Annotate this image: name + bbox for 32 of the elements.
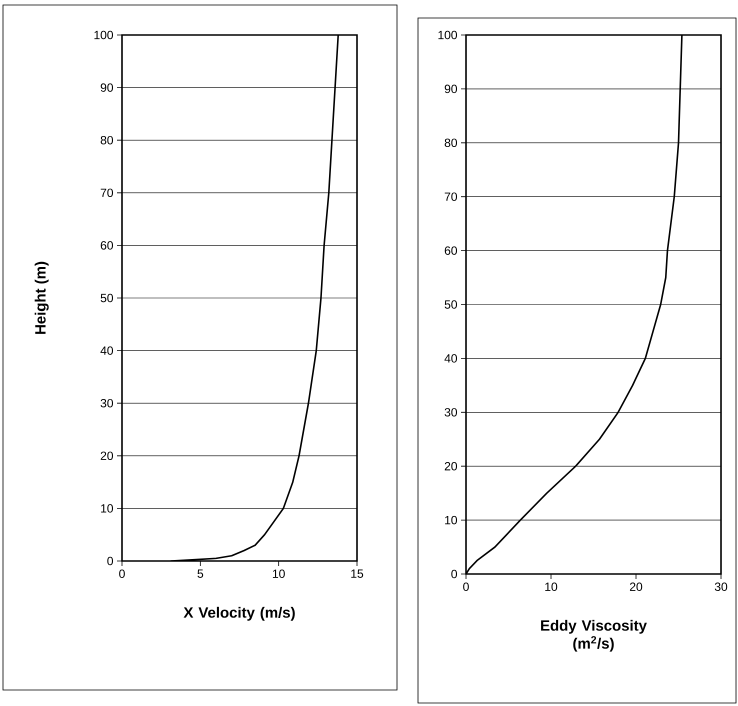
y-tick-label: 60	[100, 241, 114, 250]
y-tick-label: 60	[444, 246, 458, 255]
y-tick-label: 100	[94, 30, 114, 40]
x-tick-label: 0	[119, 570, 125, 578]
x-tick-label: 15	[351, 570, 364, 578]
y-axis-title: Height (m)	[34, 262, 49, 334]
x-tick-label: 0	[463, 582, 469, 591]
y-tick-label: 50	[100, 294, 114, 302]
x-tick-label: 30	[714, 582, 728, 591]
y-tick-label: 90	[444, 84, 458, 94]
y-tick-label: 10	[445, 516, 458, 524]
y-tick-label: 50	[444, 300, 458, 309]
y-tick-label: 30	[100, 398, 114, 408]
y-tick-label: 80	[444, 138, 458, 148]
x-axis-title: X Velocity (m/s)	[184, 606, 295, 621]
y-tick-label: 30	[444, 408, 458, 417]
y-tick-label: 70	[444, 192, 458, 201]
x-tick-label: 10	[272, 570, 285, 578]
y-tick-label: 10	[101, 504, 114, 513]
y-tick-label: 40	[444, 354, 458, 363]
y-tick-label: 40	[100, 346, 114, 355]
y-tick-label: 70	[100, 188, 114, 198]
y-tick-label: 90	[100, 83, 114, 92]
y-tick-label: 20	[100, 452, 114, 460]
x-tick-label: 20	[630, 582, 642, 591]
x-tick-label: 10	[545, 582, 558, 591]
y-tick-label: 0	[107, 556, 114, 566]
y-tick-label: 100	[438, 30, 458, 40]
x-axis-title: Eddy Viscosity (m$^{2}$/s)	[541, 620, 647, 652]
x-tick-label: 5	[197, 570, 204, 578]
y-tick-label: 80	[100, 136, 114, 144]
y-tick-label: 20	[444, 462, 458, 470]
